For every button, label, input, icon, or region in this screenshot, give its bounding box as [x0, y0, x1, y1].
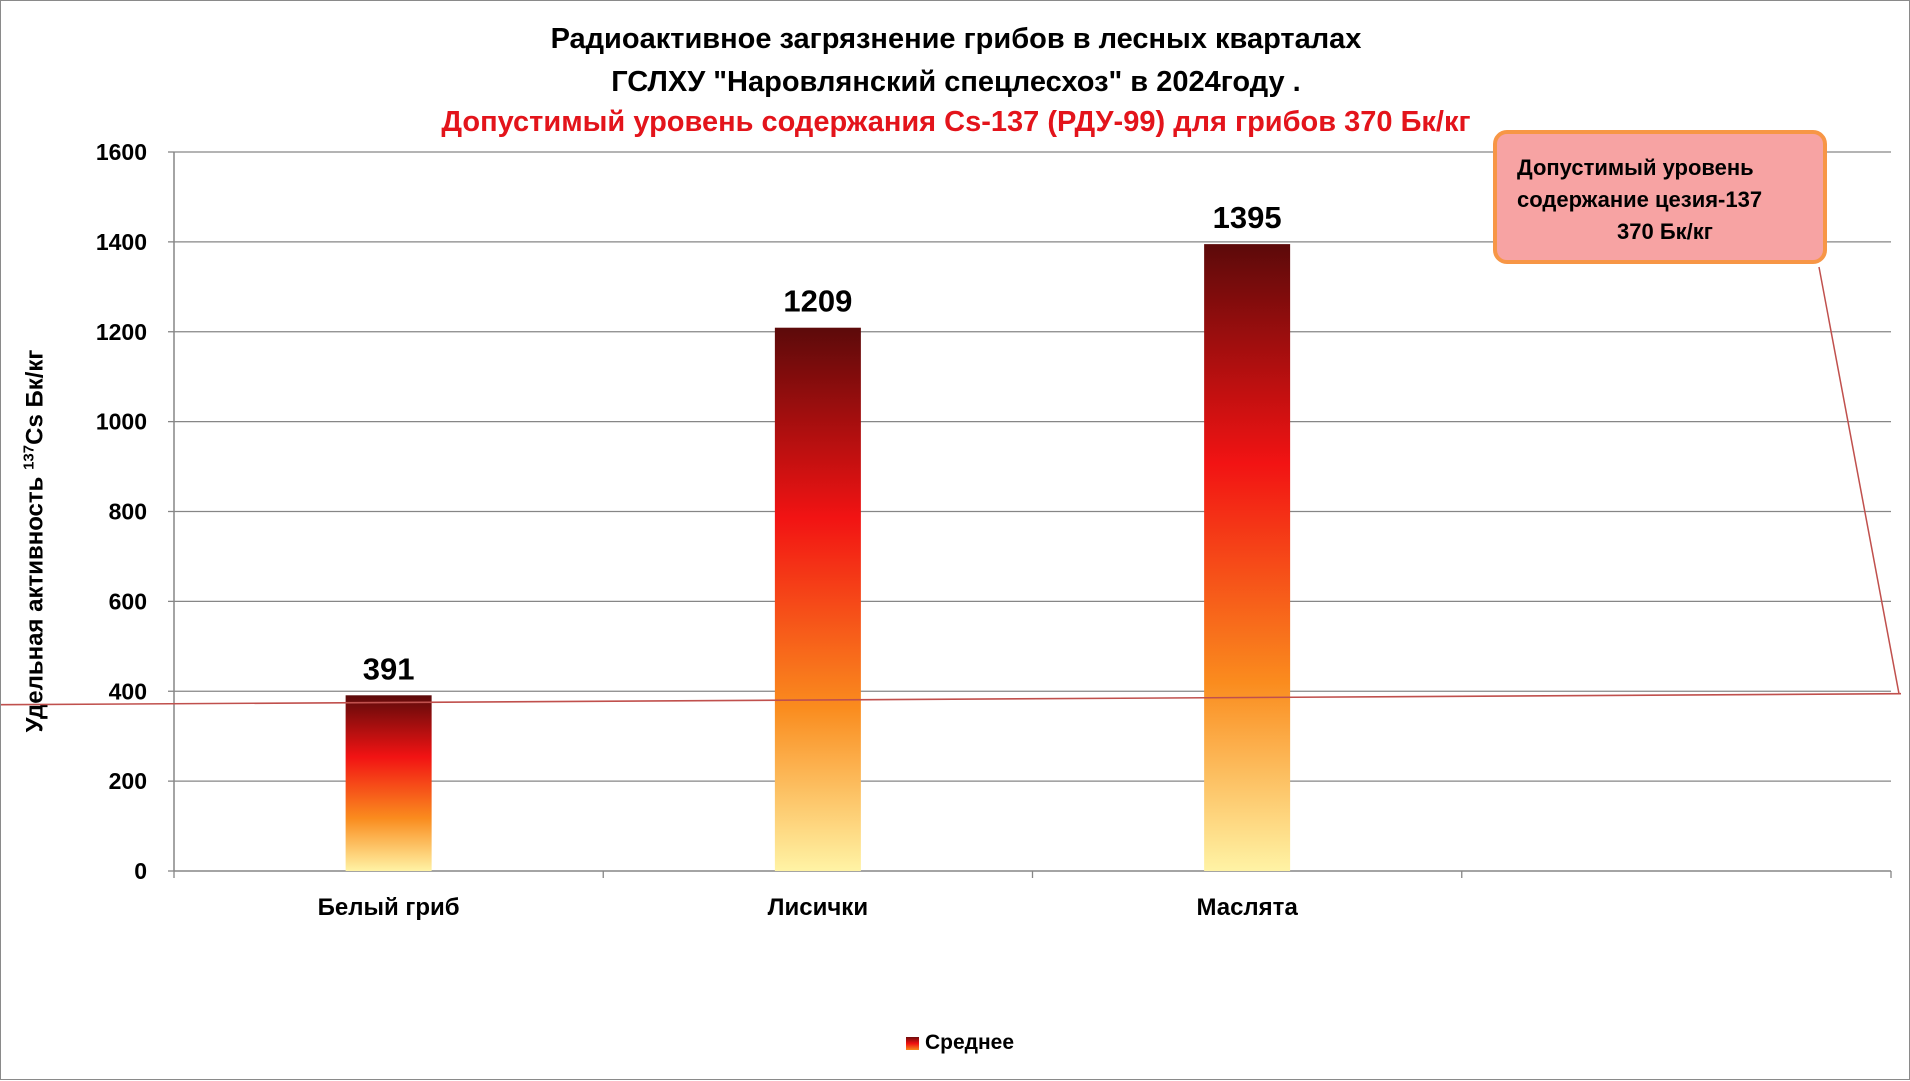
gridlines: [174, 151, 1891, 782]
legend-swatch: [906, 1036, 919, 1050]
data-label-3: 1395: [1213, 200, 1282, 235]
y-tick-label-1200: 1200: [96, 319, 147, 345]
y-tick-label-800: 800: [109, 499, 147, 525]
bar-2: [774, 327, 861, 871]
labels: 0 200 400 600 800 1000 1200 1400 1600 391 Белый гр…: [96, 139, 1299, 921]
callout-line-1: Допустимый уровень: [1517, 155, 1754, 180]
axes: [168, 151, 1892, 878]
callout-pointer: [1818, 266, 1900, 694]
bar-1: [345, 695, 432, 871]
chart-title-line-1: Радиоактивное загрязнение грибов в лесны…: [550, 23, 1362, 55]
chart-subtitle-limit: Допустимый уровень содержания Cs-137 (РД…: [441, 106, 1471, 138]
x-tick-label-3: Маслята: [1196, 894, 1298, 921]
x-tick-label-2: Лисички: [768, 894, 868, 921]
chart-title-line-2: ГСЛХУ "Наровлянский спецлесхоз" в 2024го…: [611, 66, 1301, 98]
callout-line-2: содержание цезия-137: [1517, 187, 1763, 212]
data-label-1: 391: [363, 651, 415, 686]
callout-line-3: 370 Бк/кг: [1617, 219, 1713, 244]
legend: Среднее: [906, 1031, 1014, 1055]
y-tick-label-0: 0: [134, 858, 147, 884]
x-tick-label-1: Белый гриб: [318, 894, 460, 921]
bar-3: [1204, 244, 1291, 871]
reference-layer: [1, 266, 1902, 706]
bars: [345, 244, 1291, 871]
data-label-2: 1209: [783, 284, 852, 319]
y-tick-label-1400: 1400: [96, 229, 147, 255]
legend-label: Среднее: [925, 1031, 1015, 1054]
reference-line: [1, 692, 1902, 706]
y-tick-label-600: 600: [109, 588, 147, 614]
y-tick-label-1600: 1600: [96, 139, 147, 165]
y-tick-label-200: 200: [109, 768, 147, 794]
y-tick-label-400: 400: [109, 678, 147, 704]
y-tick-label-1000: 1000: [96, 409, 147, 435]
limit-callout: Допустимый уровень содержание цезия-137 …: [1493, 130, 1827, 264]
